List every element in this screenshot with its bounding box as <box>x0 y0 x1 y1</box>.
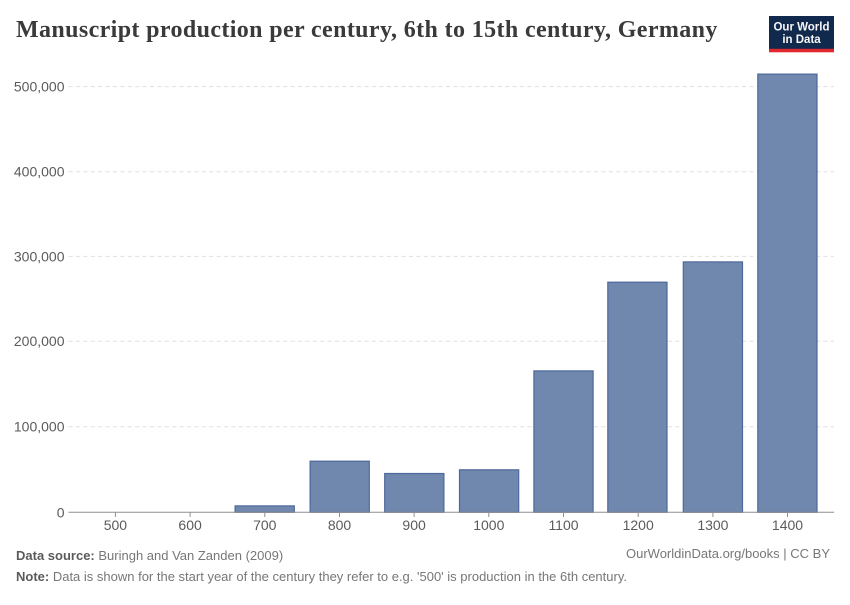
svg-text:1400: 1400 <box>772 517 803 533</box>
svg-text:900: 900 <box>402 517 426 533</box>
svg-text:Note: Data is shown for the st: Note: Data is shown for the start year o… <box>16 569 627 584</box>
svg-text:Data source: Buringh and Van Z: Data source: Buringh and Van Zanden (200… <box>16 548 283 563</box>
svg-text:500,000: 500,000 <box>14 79 65 95</box>
svg-text:1300: 1300 <box>697 517 728 533</box>
svg-text:700: 700 <box>253 517 277 533</box>
svg-text:500: 500 <box>104 517 128 533</box>
svg-text:1100: 1100 <box>548 517 578 533</box>
svg-text:200,000: 200,000 <box>14 333 65 349</box>
svg-text:0: 0 <box>57 504 65 520</box>
svg-text:1200: 1200 <box>623 517 654 533</box>
svg-text:Our World: Our World <box>773 22 829 34</box>
svg-text:Manuscript production per cent: Manuscript production per century, 6th t… <box>16 17 718 43</box>
svg-text:in Data: in Data <box>782 34 821 46</box>
svg-text:400,000: 400,000 <box>14 164 65 180</box>
svg-text:1000: 1000 <box>473 517 504 533</box>
svg-text:600: 600 <box>178 517 202 533</box>
svg-text:300,000: 300,000 <box>14 248 65 264</box>
svg-text:100,000: 100,000 <box>14 419 65 435</box>
svg-text:800: 800 <box>328 517 352 533</box>
svg-text:OurWorldinData.org/books | CC: OurWorldinData.org/books | CC BY <box>626 546 830 561</box>
